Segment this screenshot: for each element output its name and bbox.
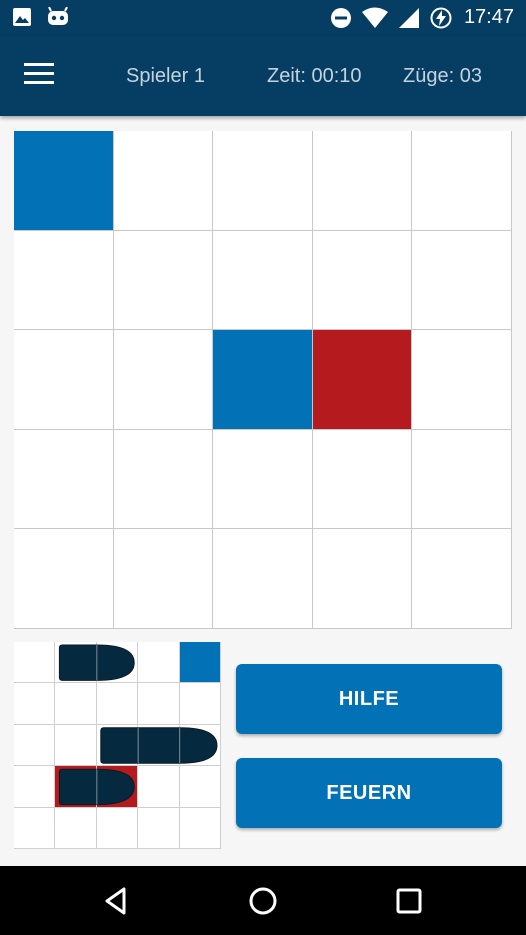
own-board-cell xyxy=(55,683,97,725)
signal-icon xyxy=(398,7,419,28)
board-cell-miss[interactable] xyxy=(213,330,313,430)
own-board-cell xyxy=(96,683,139,725)
own-board-cell xyxy=(14,807,56,849)
own-board-cell xyxy=(96,807,139,849)
board-cell[interactable] xyxy=(14,429,114,530)
board-cell[interactable] xyxy=(312,230,413,331)
wifi-icon xyxy=(361,7,388,28)
status-time: 17:47 xyxy=(463,6,514,28)
player-label: Spieler 1 xyxy=(126,65,205,87)
board-cell[interactable] xyxy=(412,429,512,530)
fire-button[interactable]: FEUERN xyxy=(236,758,502,828)
ship xyxy=(100,727,218,764)
own-board-cell xyxy=(138,807,180,849)
home-icon[interactable] xyxy=(246,884,280,918)
board-cell[interactable] xyxy=(113,429,214,530)
own-board-cell-miss xyxy=(179,642,221,684)
ships-layer xyxy=(58,644,218,806)
own-board xyxy=(14,642,221,849)
help-button[interactable]: HILFE xyxy=(236,664,502,734)
ship xyxy=(58,644,135,681)
own-board-cell xyxy=(138,766,180,808)
board-cell[interactable] xyxy=(113,230,214,331)
image-icon xyxy=(13,8,31,26)
board-cell-hit[interactable] xyxy=(312,330,413,430)
board-cell[interactable] xyxy=(213,230,313,331)
hamburger-menu-icon[interactable] xyxy=(24,63,56,89)
own-board-cell xyxy=(55,724,97,767)
board-cell[interactable] xyxy=(412,330,512,430)
app-bar: Spieler 1 Zeit: 00:10 Züge: 03 xyxy=(0,36,526,116)
own-board-cell xyxy=(138,642,180,684)
board-cell[interactable] xyxy=(412,230,512,331)
board-cell[interactable] xyxy=(213,529,313,629)
own-board-cell xyxy=(179,807,221,849)
board-cell[interactable] xyxy=(113,529,214,629)
own-board-cell xyxy=(14,642,56,684)
own-board-cell xyxy=(14,724,56,767)
own-board-cell xyxy=(55,807,97,849)
own-board-cell xyxy=(14,683,56,725)
board-cell[interactable] xyxy=(312,429,413,530)
board-cell[interactable] xyxy=(412,131,512,231)
own-board-cell xyxy=(179,724,221,767)
board-cell[interactable] xyxy=(14,330,114,430)
board-cell[interactable] xyxy=(113,131,214,231)
board-cell[interactable] xyxy=(113,330,214,430)
moves-label: Züge: 03 xyxy=(403,65,482,87)
ship xyxy=(58,768,135,806)
own-board-cell xyxy=(14,766,56,808)
navigation-bar xyxy=(0,866,526,935)
battery-charging-icon xyxy=(430,7,452,28)
board-cell[interactable] xyxy=(312,131,413,231)
board-cell[interactable] xyxy=(312,529,413,629)
android-icon xyxy=(48,7,68,25)
time-label: Zeit: 00:10 xyxy=(267,65,362,87)
board-cell[interactable] xyxy=(213,429,313,530)
own-board-cell xyxy=(96,642,139,684)
board-cell[interactable] xyxy=(412,529,512,629)
board-cell[interactable] xyxy=(14,230,114,331)
do-not-disturb-icon xyxy=(330,7,351,28)
target-board xyxy=(14,131,512,629)
board-cell[interactable] xyxy=(14,529,114,629)
own-board-cell xyxy=(138,683,180,725)
own-board-cell xyxy=(179,766,221,808)
back-icon[interactable] xyxy=(100,884,134,918)
status-bar: 17:47 xyxy=(0,0,526,36)
own-board-cell xyxy=(179,683,221,725)
board-cell-miss[interactable] xyxy=(14,131,114,231)
recents-icon[interactable] xyxy=(392,884,426,918)
board-cell[interactable] xyxy=(213,131,313,231)
